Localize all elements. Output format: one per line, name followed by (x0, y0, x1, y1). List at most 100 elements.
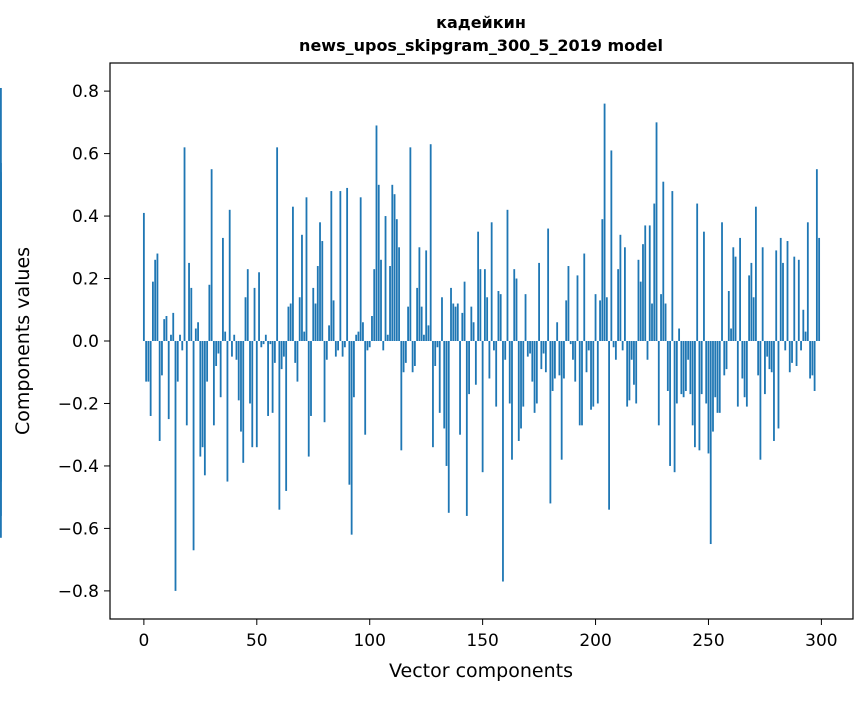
y-axis-ticks: 0.8 0.6 0.4 0.2 0.0 −0.2 −0.4 −0.6 −0.8 (58, 82, 110, 602)
bar-221 (642, 244, 644, 341)
bar-250 (707, 341, 710, 454)
bar-252 (712, 341, 714, 432)
bar-19 (185, 341, 188, 426)
bar-23 (194, 328, 197, 341)
bar-52 (260, 341, 263, 348)
bar-69 (298, 297, 301, 341)
bar-16 (179, 334, 181, 341)
bar-43 (240, 341, 242, 432)
bar-13 (172, 312, 175, 341)
bar-57 (271, 341, 274, 413)
bar-118 (409, 147, 412, 341)
bar-231 (664, 303, 667, 341)
bar-204 (603, 103, 606, 341)
bar-32 (215, 341, 218, 366)
x-tick-label: 50 (246, 631, 268, 651)
bar-284 (784, 341, 787, 351)
bar-72 (305, 197, 308, 341)
bar-143 (465, 341, 468, 516)
bar-262 (734, 256, 737, 341)
bar-297 (813, 341, 816, 391)
bar-283 (782, 262, 784, 341)
bar-218 (635, 341, 638, 404)
x-axis-label: Vector components (389, 660, 573, 682)
bar-33 (217, 341, 220, 354)
bar-56 (269, 341, 272, 345)
bar-287 (791, 341, 793, 363)
chart-subtitle: news_upos_skipgram_300_5_2019 model (299, 36, 663, 55)
bar-263 (736, 341, 739, 407)
bar-70 (301, 234, 303, 341)
bar-240 (684, 341, 687, 391)
bar-15 (176, 341, 179, 382)
bar-12 (170, 334, 172, 341)
bar-138 (454, 306, 457, 341)
bar-146 (472, 322, 475, 341)
bar-292 (802, 309, 805, 341)
y-tick-label: 0.2 (72, 270, 99, 290)
bar-293 (804, 331, 807, 341)
bar-148 (477, 231, 480, 341)
bar-174 (535, 341, 538, 404)
bar-219 (637, 259, 640, 341)
bar-187 (565, 300, 568, 341)
bar-278 (770, 341, 773, 373)
y-tick-label: 0.4 (72, 207, 99, 227)
bar-97 (362, 322, 364, 341)
y-tick-label: −0.2 (58, 394, 99, 414)
bar-129 (434, 341, 437, 366)
bar-195 (583, 253, 586, 341)
bar-7 (158, 341, 161, 441)
bar-76 (314, 303, 317, 341)
bar-1 (145, 341, 148, 382)
bar-21 (190, 287, 193, 341)
bar-65 (289, 303, 292, 341)
y-tick-label: 0.6 (72, 145, 99, 165)
bar-85 (334, 341, 337, 357)
x-tick-label: 200 (579, 631, 611, 651)
bar-78 (319, 222, 321, 341)
bar-37 (226, 341, 229, 482)
bar-90 (346, 187, 349, 341)
bar-26 (201, 341, 204, 448)
bar-232 (666, 341, 669, 391)
bar-4 (152, 281, 154, 341)
bar-121 (416, 287, 419, 341)
bar-247 (700, 341, 703, 395)
bar-176 (540, 341, 543, 370)
bar-30 (210, 169, 213, 341)
bar-274 (761, 247, 764, 341)
bar-167 (520, 341, 522, 429)
bar-233 (669, 341, 671, 466)
bar-201 (596, 341, 599, 404)
bar-134 (445, 341, 448, 466)
bar-22 (192, 341, 195, 551)
bar-120 (413, 341, 416, 366)
bar-107 (384, 216, 387, 341)
bar-47 (249, 341, 251, 404)
bar-140 (459, 341, 461, 435)
bar-228 (657, 341, 660, 426)
bar-106 (382, 341, 385, 351)
bar-155 (493, 341, 495, 351)
bar-132 (441, 297, 443, 341)
bar-229 (660, 294, 662, 341)
bar-45 (244, 297, 247, 341)
bar-257 (723, 341, 726, 376)
bar-190 (572, 341, 574, 360)
bar-212 (621, 341, 624, 351)
bars-group (0, 87, 821, 591)
bar-192 (576, 275, 579, 341)
bar-8 (161, 341, 163, 376)
bar-18 (183, 147, 186, 341)
bar-114 (400, 341, 403, 451)
bar-153 (488, 341, 491, 379)
bar-79 (321, 241, 324, 341)
bar-135 (447, 341, 450, 513)
bar-188 (567, 266, 570, 341)
bar-119 (411, 341, 414, 373)
bar-281 (777, 341, 780, 429)
bar-111 (393, 194, 396, 341)
bar-87 (339, 191, 342, 341)
